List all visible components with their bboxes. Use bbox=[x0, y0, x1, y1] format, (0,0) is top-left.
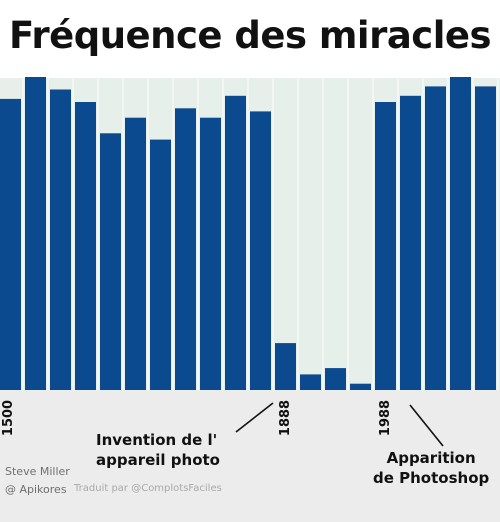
bar bbox=[300, 374, 321, 390]
bar bbox=[375, 102, 396, 390]
bar bbox=[350, 383, 371, 390]
annotation-pointers bbox=[235, 402, 444, 447]
bar bbox=[325, 368, 346, 390]
bar bbox=[125, 117, 146, 390]
x-tick-label: 1988 bbox=[378, 400, 393, 436]
x-tick-label: 1500 bbox=[1, 400, 16, 436]
camera-annotation-line-1: Invention de l' bbox=[96, 431, 218, 449]
bar bbox=[175, 108, 196, 391]
bar bbox=[425, 86, 446, 391]
bar bbox=[50, 89, 71, 390]
chart-title: Fréquence des miracles bbox=[8, 14, 492, 57]
credit-handle: @ Apikores bbox=[5, 483, 67, 496]
camera-pointer-line bbox=[235, 402, 274, 433]
x-axis-band bbox=[0, 390, 500, 522]
photoshop-annotation-line-1: Apparition bbox=[386, 449, 476, 467]
bar bbox=[250, 111, 271, 391]
bar bbox=[225, 95, 246, 391]
credit-translation: Traduit par @ComplotsFaciles bbox=[74, 483, 222, 494]
camera-invention-annotation: Invention de l' appareil photo bbox=[96, 430, 220, 470]
bar bbox=[75, 102, 96, 390]
photoshop-annotation-line-2: de Photoshop bbox=[373, 469, 490, 487]
bars bbox=[0, 77, 496, 391]
bar bbox=[200, 117, 221, 390]
bar bbox=[475, 86, 496, 391]
photoshop-pointer-line bbox=[409, 404, 444, 447]
bar bbox=[25, 77, 46, 390]
bar bbox=[400, 95, 421, 391]
x-tick-labels: 1500 1888 1988 bbox=[1, 400, 393, 436]
photoshop-annotation: Apparition de Photoshop bbox=[373, 448, 489, 488]
x-tick-label: 1888 bbox=[278, 400, 293, 436]
bar bbox=[450, 77, 471, 390]
bar bbox=[150, 139, 171, 390]
bar bbox=[100, 133, 121, 391]
bar bbox=[0, 98, 21, 391]
camera-annotation-line-2: appareil photo bbox=[96, 451, 220, 469]
gridlines bbox=[22, 78, 499, 390]
credit-author: Steve Miller bbox=[5, 465, 70, 478]
bar bbox=[275, 343, 296, 390]
